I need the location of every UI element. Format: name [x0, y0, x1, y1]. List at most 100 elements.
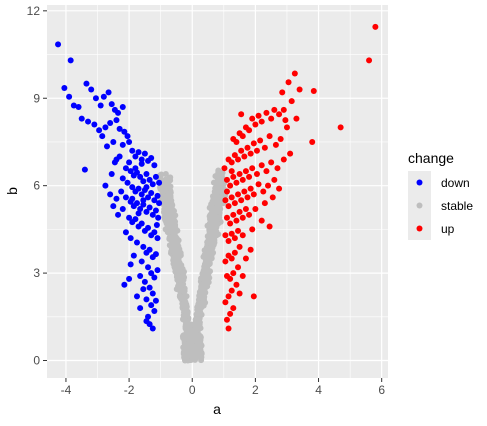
point-up [228, 287, 235, 294]
point-down [116, 125, 123, 132]
point-down [91, 121, 98, 128]
point-up [227, 310, 234, 317]
point-up [235, 227, 242, 234]
point-down [141, 278, 148, 285]
point-stable [193, 316, 200, 323]
point-up [285, 79, 292, 86]
point-up [236, 130, 243, 137]
point-stable [191, 343, 198, 350]
point-down [151, 162, 158, 169]
point-down [149, 325, 156, 332]
point-down [137, 173, 144, 180]
point-up [271, 106, 278, 113]
point-down [146, 246, 153, 253]
point-stable [171, 225, 178, 232]
point-down [132, 153, 139, 160]
x-tick-label: 6 [378, 383, 385, 397]
point-stable [164, 181, 171, 188]
point-up [230, 211, 237, 218]
legend-label-up: up [441, 222, 455, 236]
point-down [149, 211, 156, 218]
point-down [110, 203, 117, 210]
point-up [239, 176, 246, 183]
stable-points [157, 167, 229, 364]
x-axis-title: a [213, 401, 221, 417]
point-down [88, 86, 95, 93]
point-up [280, 156, 287, 163]
data-points [55, 23, 379, 332]
point-down [66, 93, 73, 100]
y-tick-label: 6 [33, 179, 40, 193]
point-up [235, 264, 242, 271]
point-up [242, 168, 249, 175]
point-down [118, 188, 125, 195]
point-down [127, 261, 134, 268]
point-up [222, 232, 229, 239]
point-up [235, 156, 242, 163]
legend-title: change [408, 150, 454, 166]
point-up [231, 200, 238, 207]
point-up [280, 106, 287, 113]
legend-label-stable: stable [441, 199, 473, 213]
point-down [141, 150, 148, 157]
point-stable [195, 307, 202, 314]
point-stable [207, 255, 214, 262]
point-down [149, 290, 156, 297]
point-up [268, 159, 275, 166]
point-up [230, 136, 237, 143]
point-down [108, 101, 115, 108]
point-down [81, 166, 88, 173]
y-tick-label: 0 [33, 354, 40, 368]
point-up [257, 137, 264, 144]
point-down [121, 128, 128, 135]
point-up [225, 252, 232, 259]
point-up [239, 273, 246, 280]
point-up [249, 226, 256, 233]
point-down [151, 197, 158, 204]
point-down [119, 205, 126, 212]
point-stable [218, 193, 225, 200]
point-down [126, 214, 133, 221]
point-up [222, 299, 229, 306]
point-up [231, 249, 238, 256]
point-up [310, 87, 317, 94]
legend-key-up [416, 225, 423, 232]
point-down [127, 235, 134, 242]
point-stable [159, 188, 166, 195]
point-up [266, 133, 273, 140]
point-down [61, 85, 68, 92]
point-up [266, 223, 273, 230]
point-up [236, 171, 243, 178]
point-stable [166, 236, 173, 243]
point-down [132, 165, 139, 172]
point-down [145, 224, 152, 231]
point-down [75, 103, 82, 110]
point-down [138, 258, 145, 265]
point-up [236, 208, 243, 215]
point-up [247, 150, 254, 157]
point-up [258, 162, 265, 169]
point-down [140, 197, 147, 204]
point-down [154, 192, 161, 199]
point-down [113, 117, 120, 124]
point-down [99, 133, 106, 140]
legend-key-stable [416, 202, 423, 209]
point-down [124, 179, 131, 186]
point-stable [194, 353, 201, 360]
point-up [233, 217, 240, 224]
point-stable [175, 282, 182, 289]
point-up [277, 136, 284, 143]
point-stable [176, 268, 183, 275]
point-down [152, 297, 159, 304]
point-up [337, 124, 344, 131]
point-stable [164, 197, 171, 204]
point-down [133, 239, 140, 246]
point-down [148, 302, 155, 309]
point-stable [170, 257, 177, 264]
point-stable [165, 223, 172, 230]
point-stable [200, 276, 207, 283]
point-down [143, 208, 150, 215]
point-up [271, 176, 278, 183]
point-down [140, 243, 147, 250]
point-stable [198, 287, 205, 294]
